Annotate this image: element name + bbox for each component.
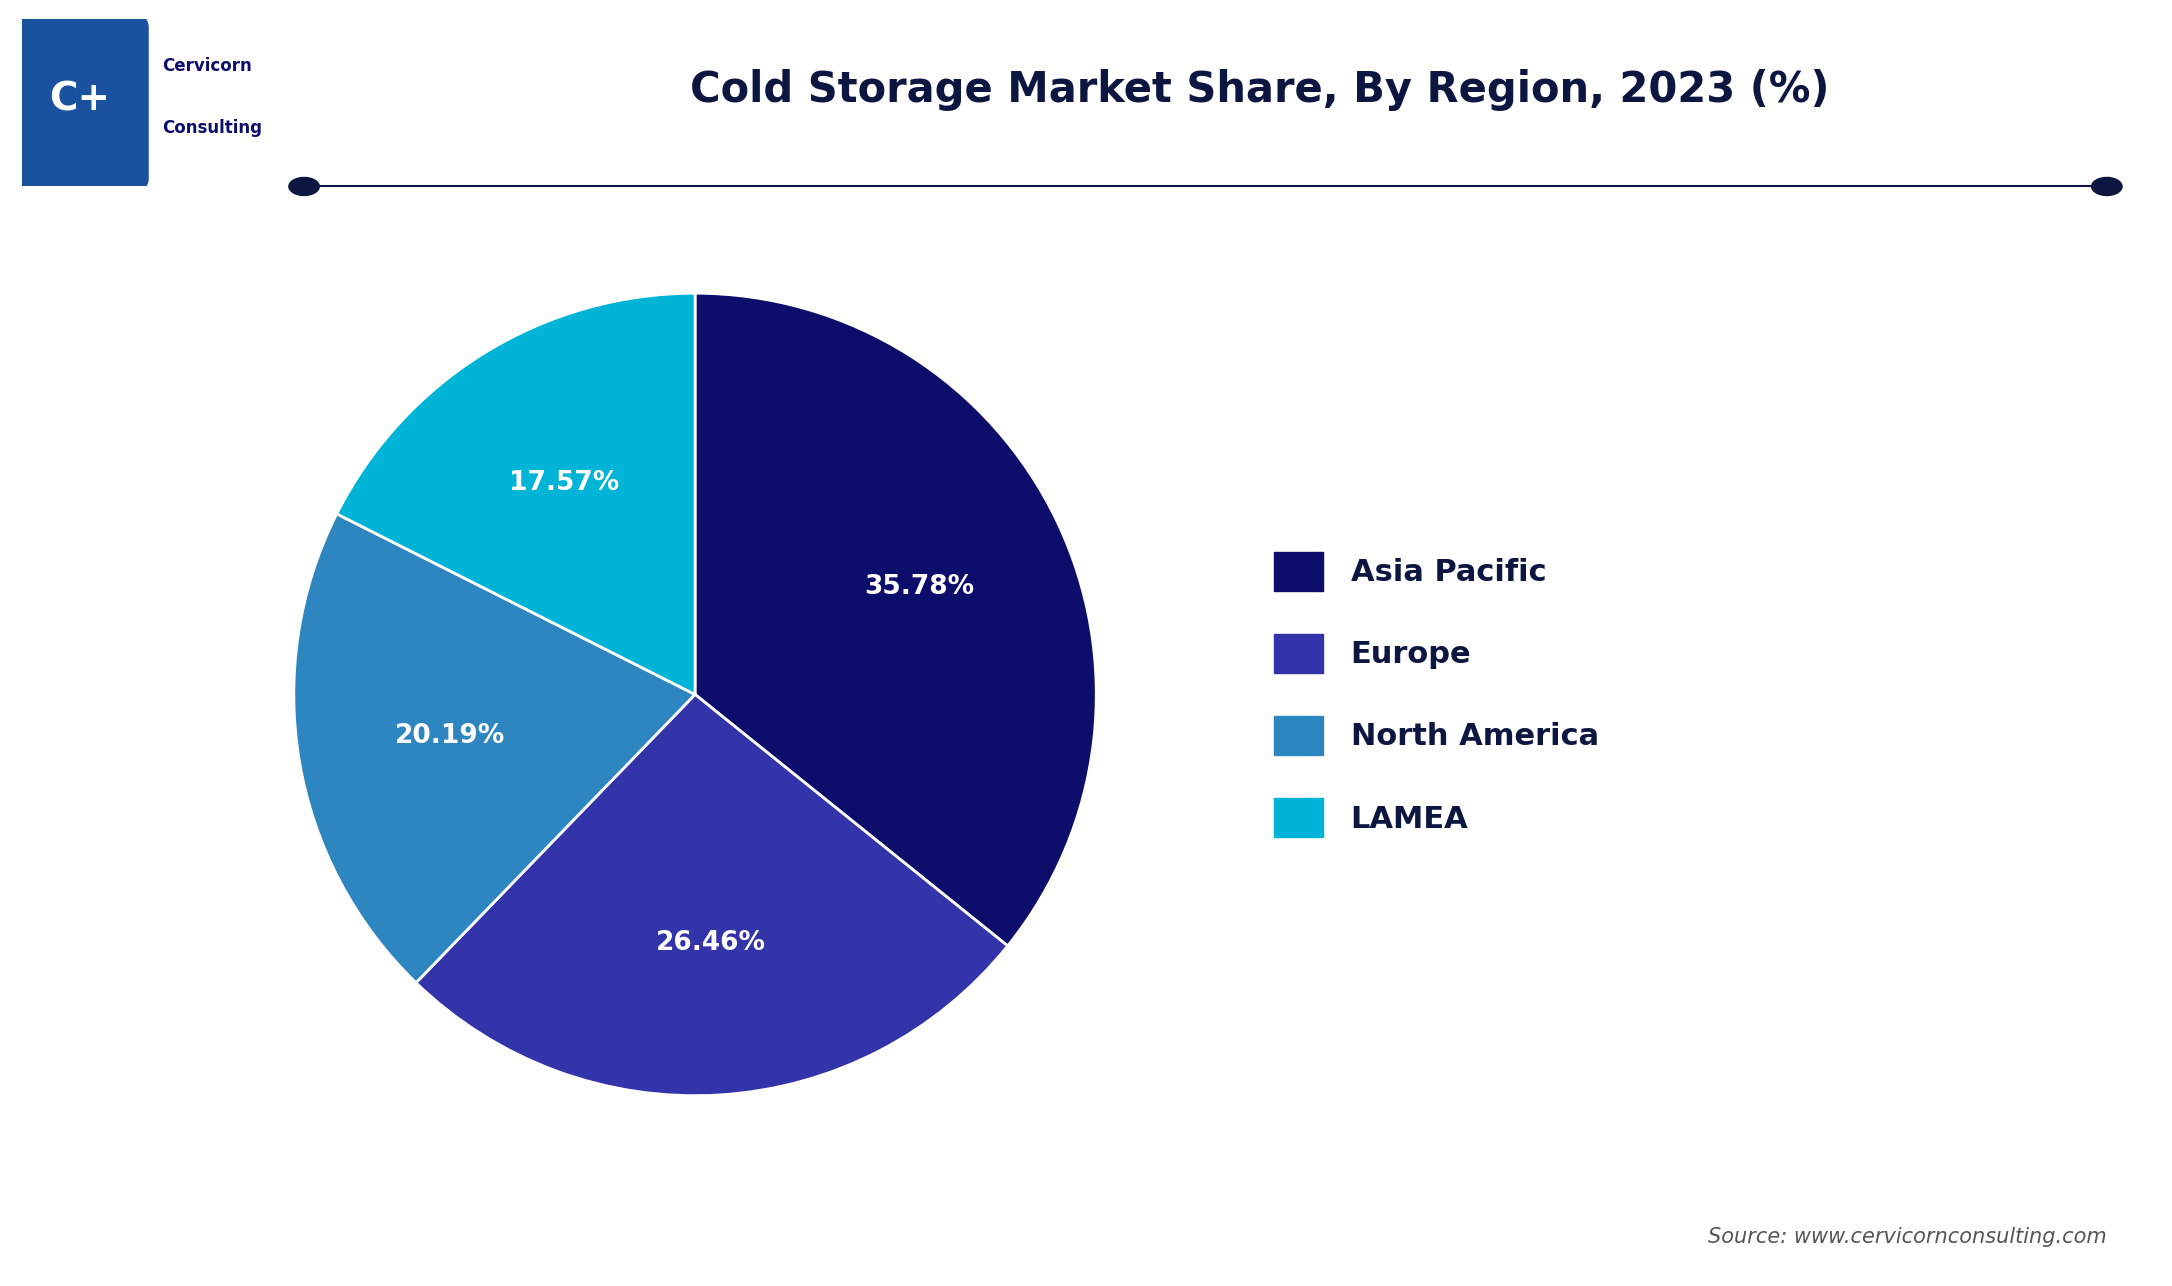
Text: 26.46%: 26.46% <box>656 930 765 955</box>
Legend: Asia Pacific, Europe, North America, LAMEA: Asia Pacific, Europe, North America, LAM… <box>1262 540 1612 849</box>
Text: C+: C+ <box>48 81 111 118</box>
FancyBboxPatch shape <box>11 14 150 192</box>
Wedge shape <box>695 293 1097 946</box>
Text: 20.19%: 20.19% <box>395 723 504 748</box>
Text: 17.57%: 17.57% <box>510 469 619 495</box>
Wedge shape <box>293 514 695 983</box>
Text: Consulting: Consulting <box>163 120 263 136</box>
Text: Source: www.cervicornconsulting.com: Source: www.cervicornconsulting.com <box>1707 1227 2107 1247</box>
Text: Cold Storage Market Share, By Region, 2023 (%): Cold Storage Market Share, By Region, 20… <box>691 69 1829 111</box>
Text: 35.78%: 35.78% <box>864 574 975 601</box>
Wedge shape <box>337 293 695 694</box>
Text: Cervicorn: Cervicorn <box>163 57 252 75</box>
Wedge shape <box>417 694 1008 1096</box>
